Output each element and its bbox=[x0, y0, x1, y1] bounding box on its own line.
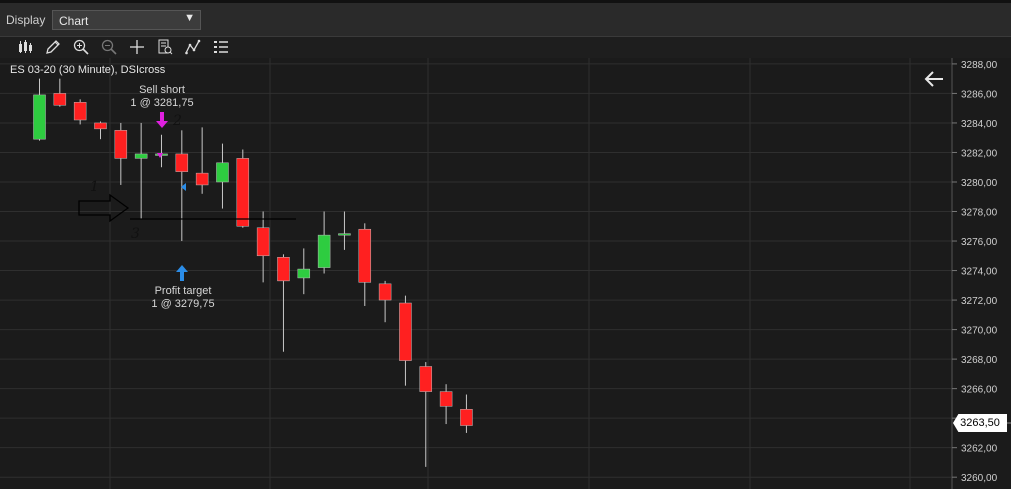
price-tick-label: 3280,00 bbox=[961, 178, 998, 189]
chevron-down-icon: ▼ bbox=[184, 12, 195, 24]
zoom-in-icon[interactable] bbox=[71, 38, 91, 56]
candle bbox=[53, 78, 67, 107]
candles bbox=[33, 78, 473, 467]
candle-body bbox=[358, 228, 372, 283]
pencil-icon[interactable] bbox=[43, 38, 63, 56]
price-tick-label: 3260,00 bbox=[961, 473, 998, 484]
candle-body bbox=[236, 158, 250, 227]
candle bbox=[358, 223, 372, 306]
candle bbox=[277, 254, 290, 352]
display-select-value: Chart bbox=[59, 14, 89, 28]
candle-body bbox=[419, 366, 433, 392]
price-axis: 3288,00 3286,00 3284,00 3282,00 3280,00 3278,… bbox=[952, 60, 998, 484]
candle bbox=[236, 149, 250, 228]
price-tick-label: 3262,00 bbox=[961, 444, 998, 455]
list-icon[interactable] bbox=[211, 38, 231, 56]
zoom-out-icon[interactable] bbox=[99, 38, 119, 56]
candle-body bbox=[439, 391, 453, 407]
candle bbox=[439, 384, 453, 425]
indicators-icon[interactable] bbox=[183, 38, 203, 56]
price-chart[interactable]: 3288,00 3286,00 3284,00 3282,00 3280,00 3278,… bbox=[0, 58, 1011, 489]
sell-short-detail: 1 @ 3281,75 bbox=[130, 97, 194, 109]
profit-target-arrow-icon bbox=[176, 265, 188, 281]
candle-body bbox=[399, 302, 412, 361]
candle bbox=[94, 121, 107, 140]
drawn-arrow-icon bbox=[78, 193, 130, 223]
price-tick-label: 3274,00 bbox=[961, 267, 998, 278]
chart-background bbox=[0, 58, 1011, 489]
properties-icon[interactable] bbox=[155, 38, 175, 56]
exit-marker-icon bbox=[181, 183, 186, 191]
candle-body bbox=[134, 153, 148, 159]
candle bbox=[195, 127, 209, 194]
price-tick-label: 3288,00 bbox=[961, 60, 998, 71]
drawn-label-2: 2 bbox=[173, 113, 182, 129]
candle-body bbox=[94, 122, 107, 130]
price-tick-label: 3266,00 bbox=[961, 385, 998, 396]
candle-body bbox=[317, 234, 331, 268]
candle bbox=[114, 122, 128, 185]
candle-body bbox=[378, 283, 392, 301]
candle bbox=[317, 211, 331, 274]
candle-body bbox=[175, 153, 189, 172]
candle bbox=[338, 211, 351, 250]
crosshair-icon[interactable] bbox=[127, 38, 147, 56]
profit-target-detail: 1 @ 3279,75 bbox=[151, 298, 215, 310]
chart-toolbar bbox=[0, 37, 1011, 59]
back-arrow-icon[interactable] bbox=[922, 68, 946, 90]
candle-body bbox=[256, 227, 270, 257]
candle bbox=[33, 78, 46, 141]
candle bbox=[460, 394, 473, 433]
candle bbox=[256, 211, 270, 283]
candle-body bbox=[195, 172, 209, 186]
price-tick-label: 3286,00 bbox=[961, 89, 998, 100]
drawn-label-3: 3 bbox=[131, 226, 140, 242]
price-tick-label: 3276,00 bbox=[961, 237, 998, 248]
candlestick-icon[interactable] bbox=[16, 38, 36, 56]
candle bbox=[73, 99, 87, 125]
candle-body bbox=[338, 233, 351, 236]
candle bbox=[175, 130, 189, 242]
sell-short-label: Sell short bbox=[139, 84, 185, 96]
candle bbox=[419, 362, 433, 467]
candle-body bbox=[216, 162, 229, 183]
display-label: Display bbox=[6, 13, 46, 27]
candle-body bbox=[33, 94, 46, 140]
price-tick-label: 3272,00 bbox=[961, 296, 998, 307]
drawn-label-1: 1 bbox=[90, 179, 99, 195]
candle-body bbox=[73, 102, 87, 121]
candle-body bbox=[297, 268, 311, 279]
entry-marker-icon bbox=[157, 153, 163, 158]
display-select[interactable]: Chart ▼ bbox=[52, 10, 201, 30]
current-price-tag: 3263,50 bbox=[953, 414, 1007, 432]
profit-target-label: Profit target bbox=[154, 285, 212, 297]
price-tick-label: 3270,00 bbox=[961, 326, 998, 337]
candle bbox=[399, 295, 412, 386]
candle-body bbox=[114, 130, 128, 159]
candle-body bbox=[460, 409, 473, 426]
candle bbox=[134, 122, 148, 219]
price-tick-label: 3278,00 bbox=[961, 208, 998, 219]
sell-short-arrow-icon bbox=[156, 112, 168, 128]
candle bbox=[297, 248, 311, 295]
candle bbox=[216, 143, 229, 209]
candle bbox=[378, 280, 392, 323]
price-tick-label: 3284,00 bbox=[961, 119, 998, 130]
price-tick-label: 3268,00 bbox=[961, 355, 998, 366]
price-tick-label: 3282,00 bbox=[961, 148, 998, 159]
chart-title: ES 03-20 (30 Minute), DSIcross bbox=[10, 64, 166, 76]
window-edge bbox=[0, 0, 1011, 3]
candle-body bbox=[53, 93, 67, 106]
candle-body bbox=[277, 257, 290, 282]
